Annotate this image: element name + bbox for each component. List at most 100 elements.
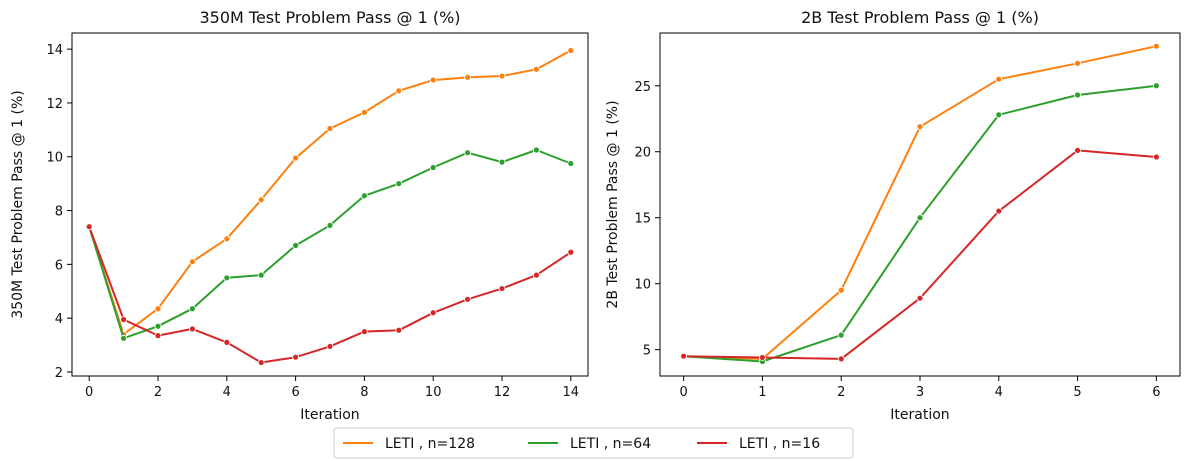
chart-1-x-tick-label: 8 [360, 385, 368, 400]
chart-2-y-tick-label: 20 [634, 146, 651, 161]
chart-1-point-leti-n-64 [292, 242, 300, 249]
chart-1-point-leti-n-64 [188, 305, 196, 313]
chart-1-y-tick-label: 10 [46, 151, 63, 166]
chart-1-point-leti-n-16 [464, 295, 472, 303]
chart-1-y-axis-label: 350M Test Problem Pass @ 1 (%) [10, 90, 26, 318]
chart-1-x-axis-label: Iteration [300, 407, 359, 423]
chart-2-point-leti-n-16 [916, 294, 924, 302]
chart-2-y-axis-label: 2B Test Problem Pass @ 1 (%) [605, 100, 621, 308]
chart-1-point-leti-n-16 [188, 325, 196, 333]
chart-2-point-leti-n-128 [916, 123, 924, 131]
chart-1-y-tick-label: 4 [55, 312, 63, 327]
chart-1-point-leti-n-128 [567, 47, 575, 54]
chart-1-point-leti-n-64 [464, 149, 472, 157]
legend-label-leti-n-16: LETI , n=16 [739, 436, 820, 452]
chart-1-point-leti-n-16 [223, 338, 231, 346]
chart-2-x-tick-label: 6 [1152, 385, 1160, 400]
chart-2-point-leti-n-128 [995, 75, 1003, 83]
legend-label-leti-n-128: LETI , n=128 [385, 436, 475, 452]
chart-2-y-tick-label: 10 [634, 278, 651, 293]
chart-1-point-leti-n-64 [326, 221, 334, 229]
chart-1-point-leti-n-128 [429, 76, 437, 84]
chart-1-point-leti-n-16 [498, 285, 506, 292]
chart-1-point-leti-n-128 [395, 87, 403, 95]
chart-2-y-tick-label: 25 [634, 80, 651, 95]
chart-2-x-tick-label: 1 [758, 385, 766, 400]
chart-1-point-leti-n-16 [85, 223, 93, 231]
chart-1-point-leti-n-128 [154, 305, 162, 313]
chart-2-x-axis-label: Iteration [890, 407, 949, 423]
chart-1-y-tick-label: 2 [55, 366, 63, 381]
chart-1-y-tick-label: 8 [55, 205, 63, 220]
chart-2-y-tick-label: 5 [643, 344, 651, 359]
chart-2-x-tick-label: 3 [916, 385, 924, 400]
chart-1-point-leti-n-16 [533, 271, 540, 279]
chart-2-point-leti-n-128 [837, 286, 845, 294]
legend-box [333, 427, 854, 459]
chart-2-series-line-leti-n-16 [682, 149, 1158, 360]
chart-1-point-leti-n-16 [292, 353, 300, 361]
chart-1-series-line-leti-n-128 [88, 49, 572, 336]
chart-2-frame [659, 32, 1181, 377]
chart-1-point-leti-n-64 [120, 334, 127, 342]
chart-1-y-tick-label: 6 [55, 258, 63, 273]
chart-1-point-leti-n-128 [188, 258, 196, 266]
chart-2-y-tick-label: 15 [634, 212, 651, 227]
chart-1-x-tick-label: 2 [154, 385, 162, 400]
chart-2-point-leti-n-16 [1152, 153, 1160, 161]
chart-1-point-leti-n-64 [533, 146, 540, 154]
chart-1-series-line-leti-n-64 [88, 149, 572, 340]
chart-1-x-tick-label: 14 [563, 385, 580, 400]
chart-1-point-leti-n-16 [154, 332, 162, 340]
chart-1-point-leti-n-128 [292, 154, 300, 162]
chart-1-point-leti-n-64 [429, 164, 437, 171]
chart-1-point-leti-n-128 [326, 125, 334, 132]
chart-1-point-leti-n-64 [154, 322, 162, 330]
chart-1-point-leti-n-64 [223, 274, 231, 282]
chart-2-point-leti-n-16 [680, 352, 688, 360]
chart-1-frame [71, 32, 589, 377]
chart-2-point-leti-n-64 [1074, 91, 1081, 99]
chart-2-x-tick-label: 4 [995, 385, 1003, 400]
chart-1-point-leti-n-16 [360, 328, 368, 336]
chart-2-x-tick-label: 2 [837, 385, 845, 400]
chart-1-point-leti-n-128 [464, 73, 472, 81]
chart-1-point-leti-n-16 [257, 359, 265, 366]
chart-1-point-leti-n-128 [533, 65, 540, 73]
chart-1-point-leti-n-16 [120, 316, 127, 323]
chart-2-x-tick-label: 5 [1073, 385, 1081, 400]
chart-1-series-line-leti-n-16 [88, 225, 572, 364]
chart-1-point-leti-n-128 [498, 72, 506, 80]
chart-1-x-tick-label: 12 [494, 385, 511, 400]
chart-1-point-leti-n-64 [498, 158, 506, 166]
chart-2-point-leti-n-16 [995, 207, 1003, 215]
chart-2-point-leti-n-128 [1074, 59, 1081, 67]
legend-label-leti-n-64: LETI , n=64 [570, 436, 651, 452]
chart-2-point-leti-n-64 [995, 111, 1003, 119]
chart-1-point-leti-n-16 [395, 326, 403, 334]
chart-2-point-leti-n-16 [759, 354, 766, 361]
chart-2-title: 2B Test Problem Pass @ 1 (%) [801, 8, 1039, 27]
chart-1-y-tick-label: 12 [46, 97, 63, 112]
chart-2-x-tick-label: 0 [679, 385, 687, 400]
chart-2-point-leti-n-16 [837, 355, 845, 363]
chart-1-x-tick-label: 10 [425, 385, 442, 400]
chart-1-x-tick-label: 4 [223, 385, 231, 400]
chart-1-title: 350M Test Problem Pass @ 1 (%) [199, 8, 460, 27]
chart-1-point-leti-n-64 [257, 271, 265, 279]
chart-1-point-leti-n-64 [567, 160, 575, 167]
chart-2-point-leti-n-64 [837, 331, 845, 339]
chart-2-point-leti-n-64 [1152, 82, 1160, 90]
chart-1-point-leti-n-64 [395, 180, 403, 188]
chart-1-point-leti-n-16 [326, 343, 334, 350]
chart-1-x-tick-label: 0 [85, 385, 93, 400]
chart-1-point-leti-n-16 [429, 309, 437, 317]
chart-1-point-leti-n-16 [567, 248, 575, 256]
chart-1-point-leti-n-64 [360, 192, 368, 200]
chart-1-x-tick-label: 6 [291, 385, 299, 400]
chart-1-point-leti-n-128 [257, 196, 265, 204]
chart-1-point-leti-n-128 [223, 235, 231, 243]
chart-2-point-leti-n-128 [1152, 42, 1160, 50]
chart-2-point-leti-n-16 [1074, 147, 1081, 154]
